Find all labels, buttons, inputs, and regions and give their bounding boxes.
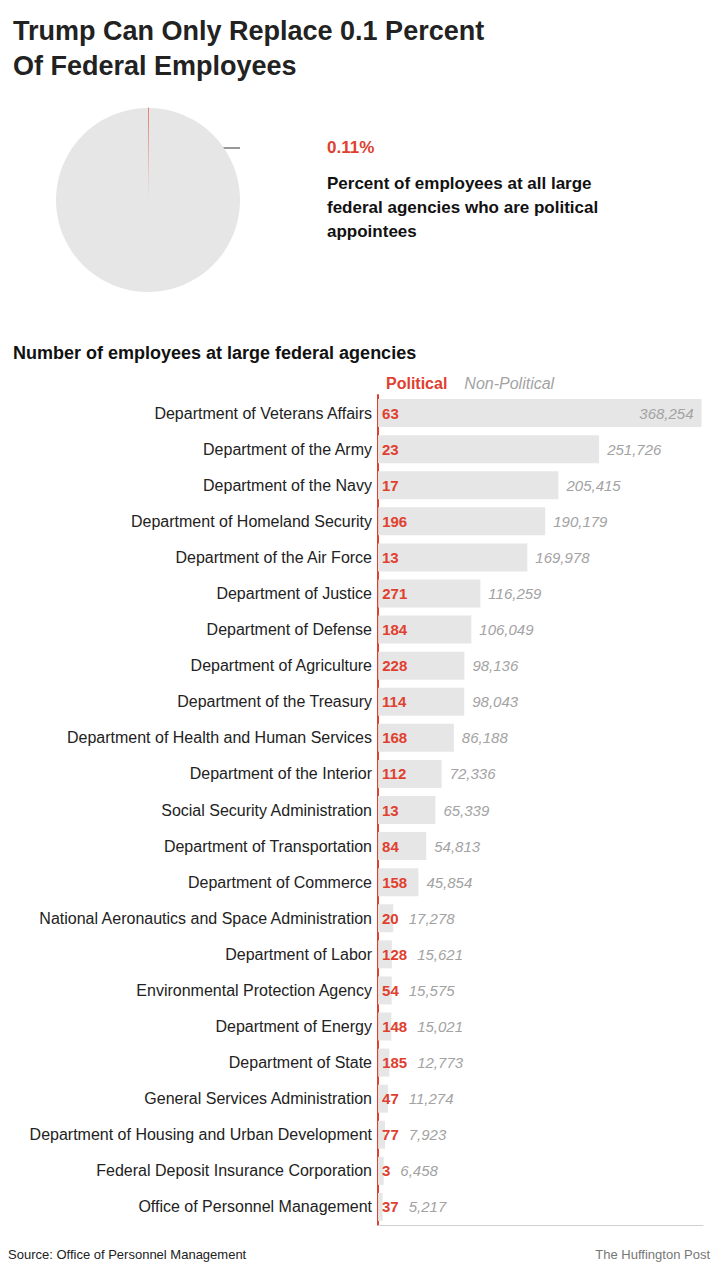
svg-text:5,217: 5,217 xyxy=(409,1198,447,1215)
svg-text:appointees: appointees xyxy=(327,222,417,241)
svg-text:federal agencies who are polit: federal agencies who are political xyxy=(327,198,603,217)
svg-text:Non-Political: Non-Political xyxy=(464,375,554,392)
svg-text:3: 3 xyxy=(382,1162,390,1179)
svg-text:Department of the Air Force: Department of the Air Force xyxy=(175,549,372,566)
svg-text:Department of State: Department of State xyxy=(229,1054,372,1071)
svg-text:Department of the Navy: Department of the Navy xyxy=(203,477,372,494)
svg-text:Social Security Administration: Social Security Administration xyxy=(161,802,372,819)
svg-text:Department of Homeland Securit: Department of Homeland Security xyxy=(131,513,372,530)
svg-text:11,274: 11,274 xyxy=(409,1090,454,1107)
svg-text:General Services Administratio: General Services Administration xyxy=(144,1090,372,1107)
svg-text:169,978: 169,978 xyxy=(535,549,590,566)
svg-text:17,278: 17,278 xyxy=(409,910,456,927)
svg-text:Department of the Army: Department of the Army xyxy=(203,441,372,458)
svg-text:Department of Health and Human: Department of Health and Human Services xyxy=(67,729,372,746)
svg-text:0.11%: 0.11% xyxy=(327,138,374,157)
svg-text:6,458: 6,458 xyxy=(400,1162,438,1179)
svg-text:Department of the Interior: Department of the Interior xyxy=(190,765,373,782)
svg-text:63: 63 xyxy=(382,405,399,422)
svg-text:47: 47 xyxy=(382,1090,399,1107)
svg-text:Trump Can Only Replace 0.1 Per: Trump Can Only Replace 0.1 Percent xyxy=(13,16,492,46)
svg-text:37: 37 xyxy=(382,1198,399,1215)
svg-text:Environmental Protection Agenc: Environmental Protection Agency xyxy=(136,982,372,999)
svg-text:The Huffington Post: The Huffington Post xyxy=(595,1247,710,1262)
svg-text:65,339: 65,339 xyxy=(443,802,490,819)
svg-text:205,415: 205,415 xyxy=(565,477,621,494)
svg-text:271: 271 xyxy=(382,585,407,602)
svg-text:7,923: 7,923 xyxy=(409,1126,447,1143)
svg-text:128: 128 xyxy=(382,946,407,963)
svg-text:Federal Deposit Insurance Corp: Federal Deposit Insurance Corporation xyxy=(96,1162,372,1179)
svg-text:45,854: 45,854 xyxy=(426,874,472,891)
svg-text:54,813: 54,813 xyxy=(434,838,481,855)
svg-text:Department of Justice: Department of Justice xyxy=(216,585,372,602)
svg-text:Department of the Treasury: Department of the Treasury xyxy=(177,693,372,710)
svg-text:15,575: 15,575 xyxy=(409,982,456,999)
svg-text:13: 13 xyxy=(382,549,399,566)
svg-text:190,179: 190,179 xyxy=(553,513,608,530)
svg-text:Department of Energy: Department of Energy xyxy=(215,1018,372,1035)
svg-text:168: 168 xyxy=(382,729,407,746)
svg-text:116,259: 116,259 xyxy=(488,585,542,602)
svg-text:368,254: 368,254 xyxy=(639,405,693,422)
svg-text:20: 20 xyxy=(382,910,399,927)
svg-text:158: 158 xyxy=(382,874,407,891)
svg-text:Department of Agriculture: Department of Agriculture xyxy=(191,657,373,674)
svg-text:17: 17 xyxy=(382,477,399,494)
svg-text:228: 228 xyxy=(382,657,407,674)
svg-text:23: 23 xyxy=(382,441,399,458)
svg-text:196: 196 xyxy=(382,513,407,530)
svg-text:84: 84 xyxy=(382,838,399,855)
svg-text:112: 112 xyxy=(382,765,406,782)
svg-text:Department of Labor: Department of Labor xyxy=(225,946,372,963)
svg-text:Office of Personnel Management: Office of Personnel Management xyxy=(138,1198,372,1215)
svg-text:86,188: 86,188 xyxy=(462,729,509,746)
svg-text:54: 54 xyxy=(382,982,399,999)
svg-text:Department of Housing and Urba: Department of Housing and Urban Developm… xyxy=(30,1126,373,1143)
svg-text:Number of employees at large f: Number of employees at large federal age… xyxy=(13,343,416,363)
svg-text:12,773: 12,773 xyxy=(417,1054,464,1071)
svg-text:Department of Commerce: Department of Commerce xyxy=(188,874,372,891)
svg-text:251,726: 251,726 xyxy=(606,441,662,458)
svg-text:13: 13 xyxy=(382,802,399,819)
svg-text:98,136: 98,136 xyxy=(472,657,519,674)
svg-text:185: 185 xyxy=(382,1054,407,1071)
svg-text:Political: Political xyxy=(386,375,447,392)
svg-text:15,621: 15,621 xyxy=(417,946,463,963)
svg-text:72,336: 72,336 xyxy=(450,765,497,782)
svg-text:National Aeronautics and Space: National Aeronautics and Space Administr… xyxy=(39,910,372,927)
svg-text:Department of Veterans Affairs: Department of Veterans Affairs xyxy=(154,405,372,422)
svg-text:184: 184 xyxy=(382,621,408,638)
svg-text:Percent of employees at all la: Percent of employees at all large xyxy=(327,174,596,193)
svg-text:114: 114 xyxy=(382,693,407,710)
svg-text:106,049: 106,049 xyxy=(479,621,534,638)
svg-text:98,043: 98,043 xyxy=(472,693,519,710)
svg-text:15,021: 15,021 xyxy=(417,1018,463,1035)
svg-text:148: 148 xyxy=(382,1018,407,1035)
svg-text:Of Federal Employees: Of Federal Employees xyxy=(13,51,297,81)
svg-text:Department of Transportation: Department of Transportation xyxy=(164,838,372,855)
svg-text:Source: Office of Personnel Ma: Source: Office of Personnel Management xyxy=(8,1247,247,1262)
svg-text:Department of Defense: Department of Defense xyxy=(207,621,373,638)
svg-text:77: 77 xyxy=(382,1126,399,1143)
